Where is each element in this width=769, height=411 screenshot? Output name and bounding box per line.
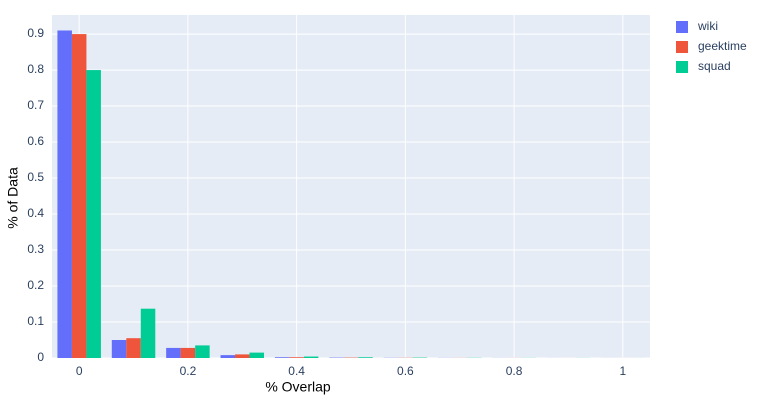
x-tick-label: 0.6 (397, 364, 414, 378)
y-tick-label: 0.7 (27, 98, 44, 112)
y-tick-label: 0.6 (27, 134, 44, 148)
x-tick-label: 0 (76, 364, 83, 378)
bar (111, 340, 127, 358)
legend-swatch (676, 61, 688, 73)
bar (249, 352, 265, 358)
bar (289, 357, 304, 358)
legend-label: geektime (698, 39, 747, 53)
x-axis-title: % Overlap (265, 379, 331, 395)
legend-label: squad (698, 59, 731, 73)
x-tick-label: 0.4 (288, 364, 305, 378)
bar (140, 308, 156, 358)
y-axis-title: % of Data (5, 167, 21, 229)
y-tick-label: 0.1 (27, 314, 44, 328)
bar (86, 70, 101, 359)
y-tick-label: 0.5 (27, 170, 44, 184)
legend-swatch (676, 21, 688, 33)
bar (126, 338, 141, 358)
y-tick-label: 0 (37, 350, 44, 364)
bar (166, 347, 181, 358)
bar (180, 347, 196, 358)
y-tick-label: 0.3 (27, 242, 44, 256)
legend-label: wiki (697, 19, 718, 33)
legend-swatch (676, 41, 688, 53)
x-tick-label: 1 (619, 364, 626, 378)
y-tick-label: 0.8 (27, 62, 44, 76)
bar (235, 354, 250, 358)
bar (303, 356, 319, 358)
bar (220, 355, 236, 358)
x-tick-label: 0.2 (180, 364, 197, 378)
x-tick-label: 0.8 (506, 364, 523, 378)
bar (195, 345, 210, 358)
bar (71, 34, 87, 358)
y-tick-label: 0.2 (27, 278, 44, 292)
plot-area (52, 15, 650, 358)
bar (57, 30, 72, 359)
bar (274, 357, 290, 358)
y-tick-label: 0.4 (27, 206, 44, 220)
y-tick-label: 0.9 (27, 26, 44, 40)
bar (358, 357, 373, 358)
